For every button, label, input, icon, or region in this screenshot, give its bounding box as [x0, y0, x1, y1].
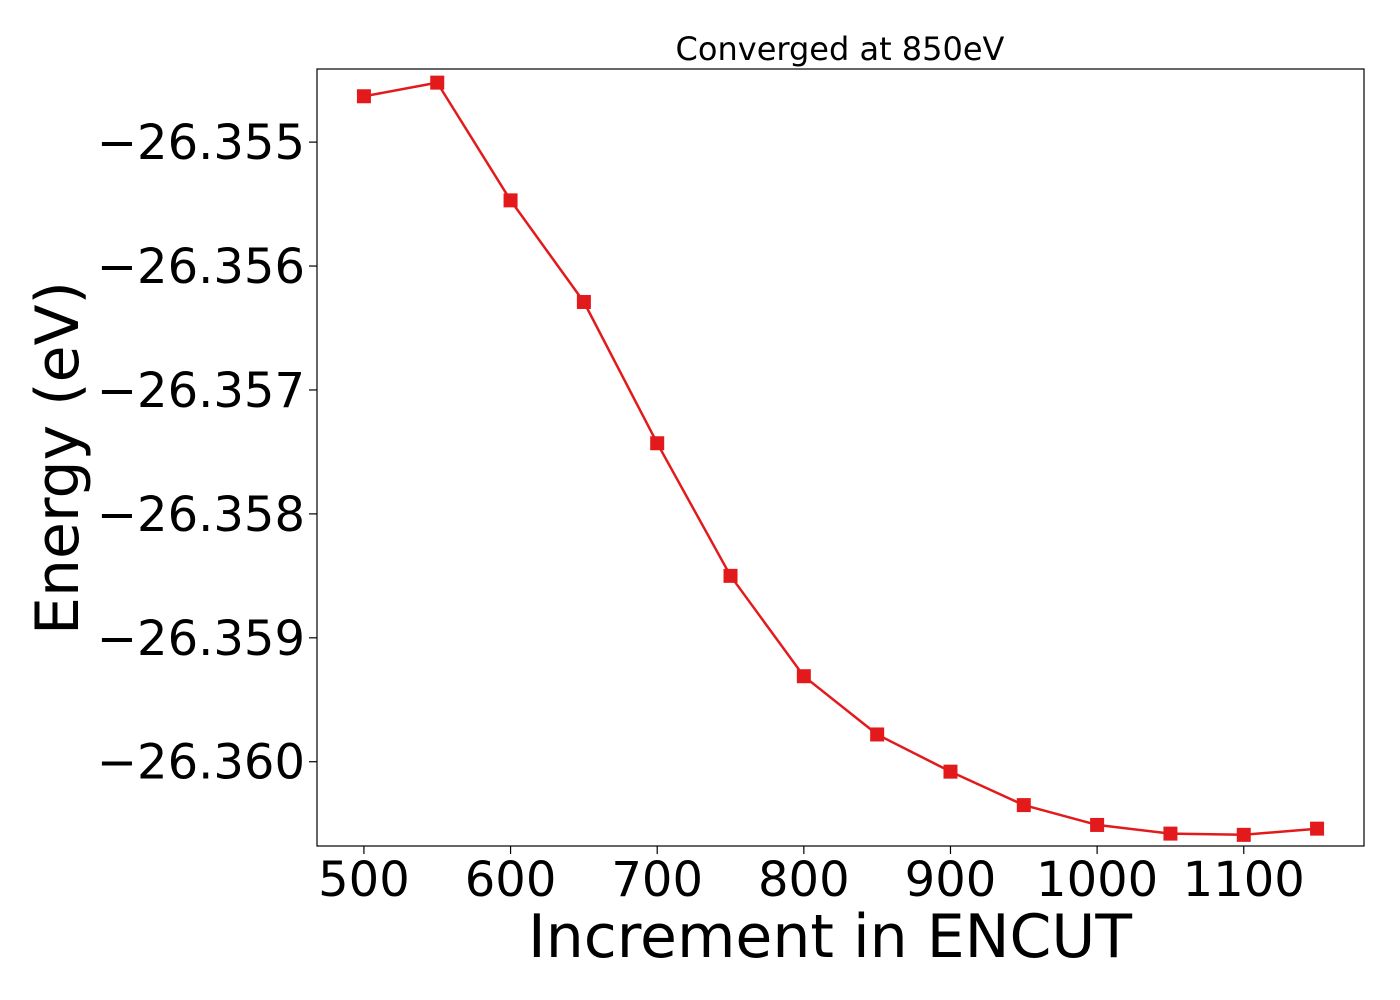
x-tick-label: 500: [318, 852, 410, 908]
data-point: [1310, 821, 1325, 836]
data-point: [503, 193, 518, 208]
y-axis-ticks: −26.355 −26.356 −26.357 −26.358 −26.359 −26.3…: [97, 115, 317, 791]
data-point: [943, 764, 958, 779]
y-tick-label: −26.359: [97, 611, 305, 667]
data-point: [796, 669, 811, 684]
y-tick-label: −26.360: [97, 735, 305, 791]
x-tick-label: 800: [758, 852, 850, 908]
data-point: [723, 568, 738, 583]
y-tick-label: −26.355: [97, 115, 305, 171]
x-axis-ticks: 500 600 700 800 900 1000 1100: [318, 846, 1305, 908]
y-tick-label: −26.356: [97, 239, 305, 295]
data-point: [576, 294, 591, 309]
series-group: [356, 75, 1325, 842]
chart-title: Converged at 850eV: [676, 30, 1005, 68]
series-line: [363, 81, 1318, 837]
x-tick-label: 900: [905, 852, 997, 908]
y-tick-label: −26.358: [97, 487, 305, 543]
x-tick-label: 1000: [1036, 852, 1158, 908]
x-tick-label: 600: [465, 852, 557, 908]
data-point: [870, 727, 885, 742]
data-point: [1016, 798, 1031, 813]
data-point: [650, 436, 665, 451]
x-axis-label: Increment in ENCUT: [528, 902, 1132, 972]
data-point: [430, 75, 445, 90]
y-tick-label: −26.357: [97, 363, 305, 419]
y-axis-label: Energy (eV): [23, 281, 93, 635]
data-point: [356, 89, 371, 104]
data-point: [1090, 817, 1105, 832]
data-point: [1236, 827, 1251, 842]
plot-area-frame: [316, 68, 1365, 847]
x-tick-label: 1100: [1183, 852, 1305, 908]
data-point: [1163, 826, 1178, 841]
x-tick-label: 700: [611, 852, 703, 908]
